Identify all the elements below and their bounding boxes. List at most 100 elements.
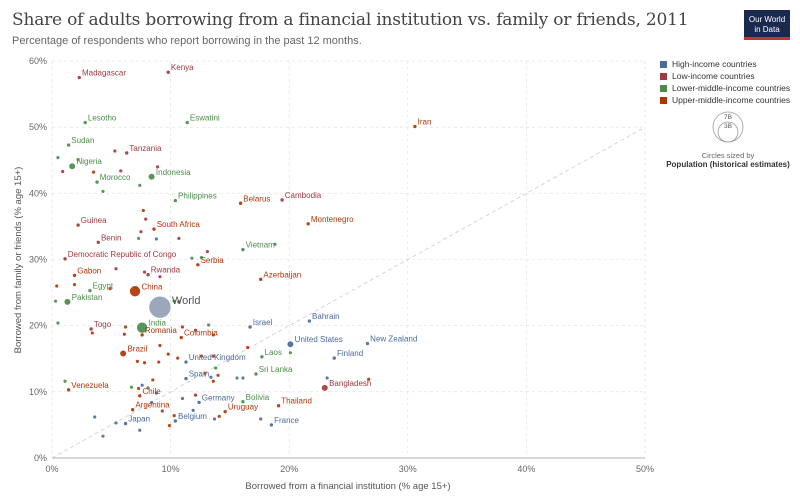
data-point[interactable] [141, 208, 145, 213]
data-point-china[interactable] [129, 285, 141, 298]
data-point[interactable] [190, 256, 194, 260]
data-point-united-kingdom[interactable] [184, 360, 188, 364]
our-world-in-data-logo[interactable]: Our World in Data [744, 10, 790, 40]
data-point[interactable] [123, 325, 128, 329]
data-point[interactable] [288, 351, 292, 355]
data-point[interactable] [241, 376, 245, 380]
data-point-guinea[interactable] [76, 223, 80, 227]
data-point[interactable] [119, 169, 123, 173]
data-point-morocco[interactable] [95, 180, 99, 184]
data-point[interactable] [138, 183, 142, 187]
data-point[interactable] [216, 373, 220, 377]
data-point[interactable] [150, 400, 154, 405]
data-point[interactable] [212, 417, 217, 421]
data-point[interactable] [160, 409, 164, 413]
data-point[interactable] [166, 352, 170, 356]
data-point[interactable] [146, 386, 150, 390]
data-point[interactable] [53, 299, 58, 303]
data-point-sri-lanka[interactable] [254, 372, 258, 376]
data-point[interactable] [193, 393, 198, 397]
data-point-colombia[interactable] [179, 335, 183, 340]
data-point-new-zealand[interactable] [365, 341, 370, 346]
data-point-pakistan[interactable] [63, 298, 72, 306]
data-point-spain[interactable] [184, 376, 188, 381]
data-point[interactable] [151, 378, 155, 382]
data-point-japan[interactable] [123, 421, 128, 426]
data-point-benin[interactable] [96, 240, 100, 244]
data-point[interactable] [158, 275, 162, 279]
data-point[interactable] [56, 321, 60, 325]
data-point-democratic-republic-of-congo[interactable] [63, 257, 67, 261]
data-point[interactable] [108, 287, 112, 291]
data-point-sudan[interactable] [66, 143, 71, 147]
data-point[interactable] [177, 300, 181, 304]
data-point-india[interactable] [136, 321, 148, 334]
data-point-romania[interactable] [140, 333, 144, 337]
data-point-world[interactable] [148, 295, 172, 319]
data-point[interactable] [72, 283, 77, 287]
data-point[interactable] [91, 170, 96, 174]
data-point[interactable] [136, 236, 141, 240]
data-point-france[interactable] [269, 423, 274, 427]
data-point-indonesia[interactable] [148, 173, 156, 181]
data-point[interactable] [209, 375, 213, 379]
data-point[interactable] [211, 354, 215, 358]
data-point-serbia[interactable] [196, 263, 200, 267]
data-point[interactable] [139, 230, 143, 234]
data-point[interactable] [172, 299, 176, 303]
data-point[interactable] [325, 376, 329, 380]
data-point[interactable] [273, 242, 277, 246]
legend-item-high-income[interactable]: High-income countries [660, 58, 800, 70]
data-point[interactable] [140, 383, 144, 387]
data-point[interactable] [199, 255, 204, 260]
data-point-eswatini[interactable] [185, 120, 189, 125]
data-point-kenya[interactable] [166, 70, 170, 74]
data-point-united-states[interactable] [286, 340, 294, 348]
data-point-bolivia[interactable] [241, 400, 245, 404]
data-point-thailand[interactable] [276, 404, 281, 408]
data-point[interactable] [367, 377, 371, 381]
data-point-venezuela[interactable] [66, 388, 71, 392]
data-point-lesotho[interactable] [83, 120, 87, 125]
data-point[interactable] [154, 391, 158, 395]
data-point-rwanda[interactable] [146, 273, 150, 277]
data-point-bangladesh[interactable] [321, 384, 329, 392]
data-point-chile[interactable] [138, 394, 142, 398]
data-point-germany[interactable] [197, 400, 201, 405]
data-point[interactable] [158, 343, 162, 348]
data-point-nigeria[interactable] [68, 162, 76, 170]
data-point[interactable] [90, 331, 94, 335]
data-point-gabon[interactable] [72, 273, 77, 278]
data-point-madagascar[interactable] [77, 75, 81, 80]
data-point[interactable] [235, 376, 239, 380]
data-point[interactable] [61, 169, 65, 174]
data-point[interactable] [55, 284, 59, 288]
legend-item-upper-middle-income[interactable]: Upper-middle-income countries [660, 94, 800, 106]
data-point[interactable] [199, 354, 204, 358]
data-point[interactable] [211, 379, 215, 383]
data-point-south-africa[interactable] [152, 227, 156, 231]
data-point[interactable] [142, 270, 147, 274]
data-point-togo[interactable] [89, 327, 93, 331]
data-point[interactable] [167, 423, 172, 428]
data-point[interactable] [122, 332, 126, 336]
data-point[interactable] [203, 371, 207, 375]
data-point[interactable] [214, 366, 218, 370]
data-point[interactable] [177, 236, 181, 240]
data-point[interactable] [259, 417, 263, 421]
data-point[interactable] [211, 333, 215, 337]
data-point[interactable] [101, 434, 105, 438]
data-point-tanzania[interactable] [125, 151, 129, 155]
legend-item-low-income[interactable]: Low-income countries [660, 70, 800, 82]
data-point[interactable] [93, 415, 97, 419]
data-point[interactable] [114, 421, 118, 425]
data-point[interactable] [176, 356, 180, 360]
data-point[interactable] [154, 237, 158, 241]
data-point[interactable] [191, 408, 195, 412]
data-point-azerbaijan[interactable] [259, 277, 263, 282]
data-point[interactable] [180, 325, 185, 329]
data-point[interactable] [144, 217, 148, 221]
data-point[interactable] [206, 323, 211, 327]
data-point[interactable] [217, 414, 221, 418]
data-point[interactable] [63, 379, 67, 383]
